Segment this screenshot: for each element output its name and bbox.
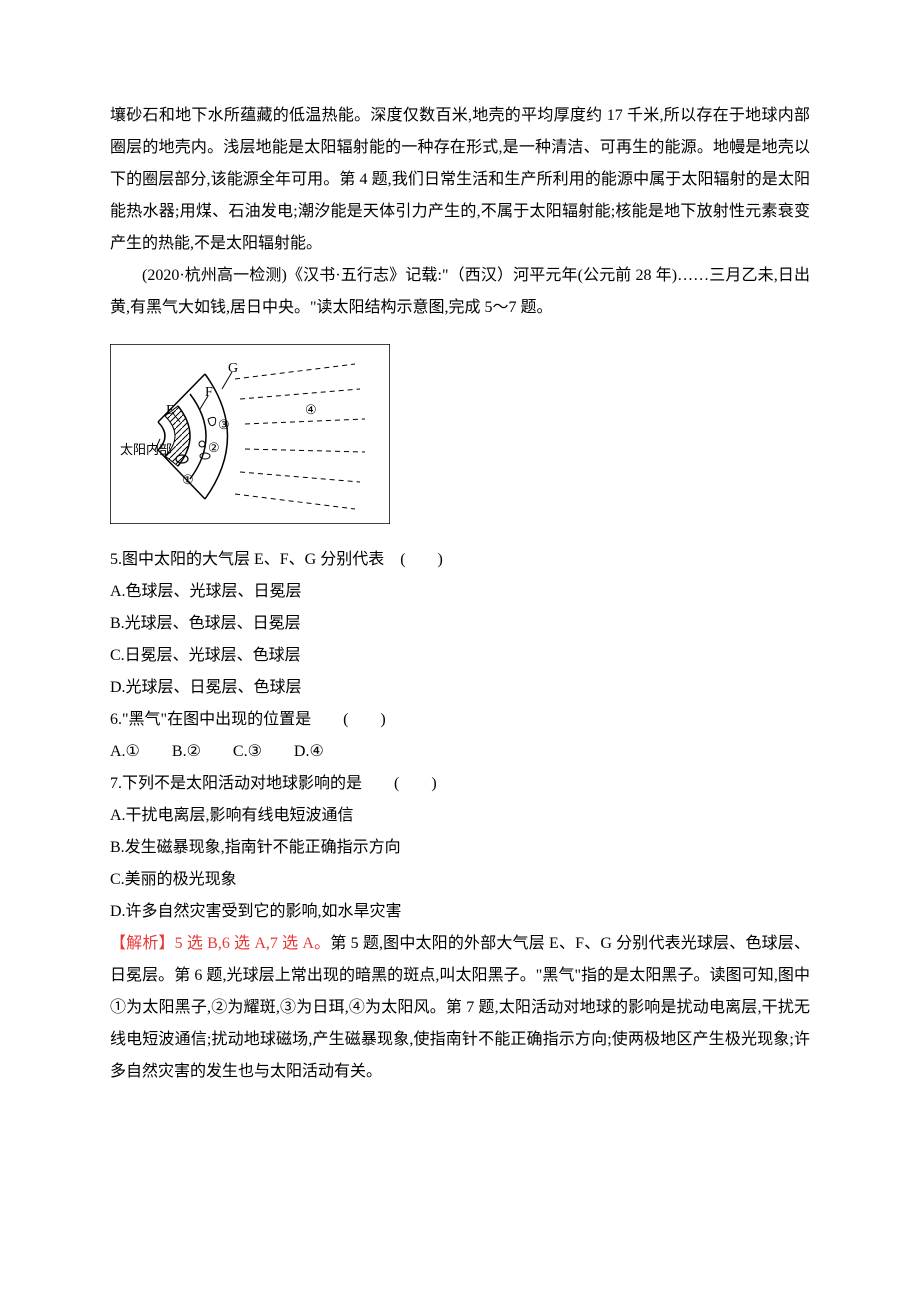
intro-paragraph: 壤砂石和地下水所蕴藏的低温热能。深度仅数百米,地壳的平均厚度约 17 千米,所以…: [110, 100, 810, 260]
answer-block: 【解析】5 选 B,6 选 A,7 选 A。第 5 题,图中太阳的外部大气层 E…: [110, 928, 810, 1088]
label-g: G: [228, 361, 238, 376]
label-circle-2: ②: [208, 440, 220, 455]
q7-option-a: A.干扰电离层,影响有线电短波通信: [110, 800, 810, 832]
answer-text: 第 5 题,图中太阳的外部大气层 E、F、G 分别代表光球层、色球层、日冕层。第…: [110, 935, 810, 1080]
label-circle-3: ③: [218, 417, 230, 432]
q5-option-d: D.光球层、日冕层、色球层: [110, 672, 810, 704]
label-interior: 太阳内部: [120, 442, 172, 457]
q5-option-a: A.色球层、光球层、日冕层: [110, 576, 810, 608]
q7-option-c: C.美丽的极光现象: [110, 864, 810, 896]
diagram-container: G F E 太阳内部 ① ② ③ ④: [110, 344, 810, 524]
label-e: E: [166, 403, 175, 418]
q5-option-b: B.光球层、色球层、日冕层: [110, 608, 810, 640]
label-circle-4: ④: [305, 402, 317, 417]
q7-option-b: B.发生磁暴现象,指南针不能正确指示方向: [110, 832, 810, 864]
answer-label: 【解析】5 选 B,6 选 A,7 选 A。: [110, 935, 330, 952]
q5-stem: 5.图中太阳的大气层 E、F、G 分别代表 ( ): [110, 544, 810, 576]
sun-structure-diagram: G F E 太阳内部 ① ② ③ ④: [110, 344, 390, 524]
label-circle-1: ①: [182, 472, 194, 487]
label-f: F: [205, 385, 213, 400]
q7-stem: 7.下列不是太阳活动对地球影响的是 ( ): [110, 768, 810, 800]
context-paragraph: (2020·杭州高一检测)《汉书·五行志》记载:"（西汉）河平元年(公元前 28…: [110, 260, 810, 324]
q7-option-d: D.许多自然灾害受到它的影响,如水旱灾害: [110, 896, 810, 928]
q6-options-inline: A.① B.② C.③ D.④: [110, 736, 810, 768]
q5-option-c: C.日冕层、光球层、色球层: [110, 640, 810, 672]
q6-stem: 6."黑气"在图中出现的位置是 ( ): [110, 704, 810, 736]
